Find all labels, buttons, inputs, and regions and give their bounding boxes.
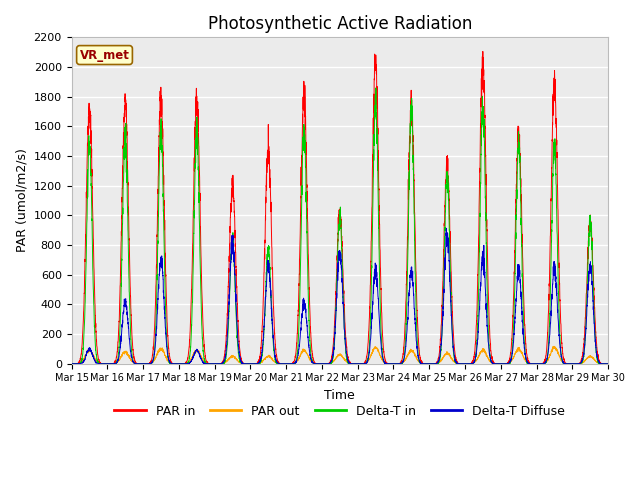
Delta-T Diffuse (68, 361, 76, 367)
Delta-T Diffuse (460, 361, 468, 367)
PAR out (68, 361, 76, 367)
Delta-T in (164, 354, 172, 360)
Delta-T in (431, 361, 438, 367)
Delta-T Diffuse (320, 361, 328, 367)
PAR out (604, 361, 611, 367)
PAR out (430, 361, 438, 367)
Delta-T in (491, 361, 499, 367)
PAR in (604, 361, 612, 367)
Delta-T in (604, 361, 611, 367)
Delta-T in (460, 361, 468, 367)
Line: Delta-T Diffuse: Delta-T Diffuse (72, 228, 608, 364)
Delta-T in (68, 361, 76, 367)
PAR in (239, 361, 247, 367)
Delta-T in (320, 361, 328, 367)
PAR out (320, 361, 328, 367)
Title: Photosynthetic Active Radiation: Photosynthetic Active Radiation (207, 15, 472, 33)
PAR out (460, 361, 468, 367)
X-axis label: Time: Time (324, 389, 355, 402)
Delta-T Diffuse (442, 226, 450, 231)
PAR in (460, 361, 468, 367)
Delta-T Diffuse (164, 354, 172, 360)
PAR out (490, 360, 498, 366)
Delta-T Diffuse (491, 361, 499, 367)
PAR in (68, 361, 76, 367)
Delta-T Diffuse (238, 361, 246, 367)
PAR out (164, 358, 172, 363)
PAR in (479, 48, 486, 54)
PAR in (320, 361, 328, 367)
PAR in (491, 360, 499, 366)
Line: PAR in: PAR in (72, 51, 608, 364)
PAR out (550, 343, 557, 349)
Legend: PAR in, PAR out, Delta-T in, Delta-T Diffuse: PAR in, PAR out, Delta-T in, Delta-T Dif… (109, 400, 570, 423)
PAR out (604, 361, 612, 367)
Text: VR_met: VR_met (79, 48, 129, 61)
Y-axis label: PAR (umol/m2/s): PAR (umol/m2/s) (15, 149, 28, 252)
PAR in (604, 361, 611, 367)
Delta-T Diffuse (604, 361, 612, 367)
Line: Delta-T in: Delta-T in (72, 88, 608, 364)
PAR in (431, 361, 438, 367)
Delta-T in (166, 361, 173, 367)
Delta-T in (372, 85, 380, 91)
Delta-T Diffuse (604, 361, 611, 367)
Delta-T Diffuse (431, 361, 438, 367)
PAR in (164, 336, 172, 341)
Line: PAR out: PAR out (72, 346, 608, 364)
Delta-T in (604, 361, 612, 367)
